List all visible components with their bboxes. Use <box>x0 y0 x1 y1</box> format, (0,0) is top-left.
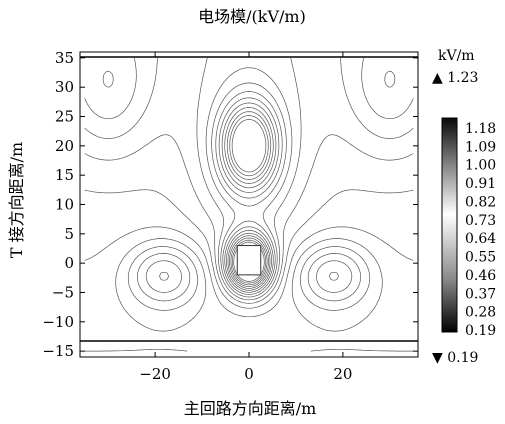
colorbar-tick-label: 0.19 <box>465 323 496 339</box>
y-tick-label: 15 <box>55 166 74 184</box>
x-axis-label: 主回路方向距离/m <box>184 399 317 418</box>
y-tick-label: 0 <box>64 254 74 272</box>
colorbar-min-label: ▼ 0.19 <box>432 350 478 366</box>
contour-lines <box>84 57 414 352</box>
colorbar-unit: kV/m <box>438 48 475 64</box>
colorbar-tick-label: 0.28 <box>465 305 496 321</box>
y-tick-label: −10 <box>42 313 74 331</box>
x-tick-label: 0 <box>244 365 254 383</box>
x-tick-label: −20 <box>139 365 171 383</box>
plot-area <box>79 51 419 358</box>
y-tick-label: 35 <box>55 49 74 67</box>
substation-structure <box>236 245 262 276</box>
colorbar-tick-label: 0.64 <box>465 231 496 247</box>
contour-path <box>84 57 414 352</box>
colorbar-tick-label: 0.73 <box>465 213 496 229</box>
colorbar-tick-label: 0.55 <box>465 250 496 266</box>
y-axis-label: T 接方向距离/m <box>7 142 26 258</box>
y-tick-label: −15 <box>42 342 74 360</box>
colorbar-tick-label: 0.37 <box>465 286 496 302</box>
colorbar-tick-label: 0.46 <box>465 268 496 284</box>
y-tick-label: 30 <box>55 78 74 96</box>
y-axis-ticks: 35 30 25 20 15 10 5 0 −5 −10 −15 <box>42 49 418 360</box>
y-tick-label: 5 <box>64 225 74 243</box>
colorbar-tick-label: 0.82 <box>465 194 496 210</box>
colorbar <box>441 117 458 333</box>
colorbar-tick-label: 1.09 <box>465 139 496 155</box>
y-tick-label: 25 <box>55 108 74 126</box>
y-tick-label: −5 <box>52 283 74 301</box>
colorbar-tick-label: 1.00 <box>465 158 496 174</box>
colorbar-ticks: 1.18 1.09 1.00 0.91 0.82 0.73 0.64 0.55 0.46 0.37… <box>465 121 496 339</box>
y-tick-label: 20 <box>55 137 74 155</box>
y-tick-label: 10 <box>55 196 74 214</box>
x-axis-ticks: −20 0 20 <box>139 52 352 383</box>
colorbar-tick-label: 0.91 <box>465 176 496 192</box>
chart-title: 电场模/(kV/m) <box>198 7 306 26</box>
colorbar-tick-label: 1.18 <box>465 121 496 137</box>
x-tick-label: 20 <box>333 365 352 383</box>
colorbar-max-label: ▲ 1.23 <box>432 70 478 86</box>
